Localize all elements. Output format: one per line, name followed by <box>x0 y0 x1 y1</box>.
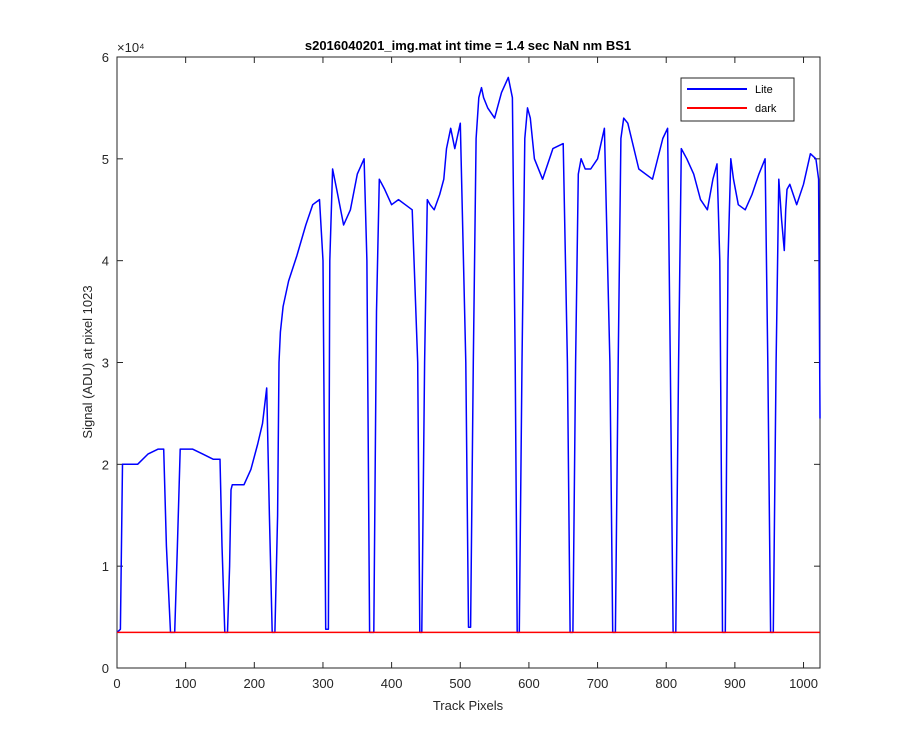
chart-title: s2016040201_img.mat int time = 1.4 sec N… <box>305 38 631 53</box>
y-tick-label: 1 <box>102 559 109 574</box>
legend-label-dark: dark <box>755 103 777 115</box>
ticks-layer: 0 100 200 300 400 500 600 700 800 900 1000 0 1 2 3 4 5 6 <box>102 50 820 691</box>
x-tick-label: 600 <box>518 676 540 691</box>
legend: Lite dark <box>680 77 795 122</box>
x-tick-label: 200 <box>243 676 265 691</box>
x-tick-label: 1000 <box>789 676 818 691</box>
y-tick-label: 4 <box>102 254 109 269</box>
x-tick-label: 100 <box>175 676 197 691</box>
x-tick-label: 300 <box>312 676 334 691</box>
series-line-lite <box>116 76 821 634</box>
y-tick-label: 5 <box>102 152 109 167</box>
x-tick-label: 0 <box>113 676 120 691</box>
x-tick-label: 800 <box>655 676 677 691</box>
y-axis-label: Signal (ADU) at pixel 1023 <box>80 285 95 438</box>
x-tick-label: 900 <box>724 676 746 691</box>
legend-box <box>680 77 795 122</box>
series-layer <box>116 76 821 634</box>
y-tick-label: 3 <box>102 356 109 371</box>
x-tick-label: 500 <box>449 676 471 691</box>
y-tick-label: 0 <box>102 661 109 676</box>
x-tick-label: 400 <box>381 676 403 691</box>
y-exponent-label: ×10⁴ <box>117 40 145 55</box>
y-tick-label: 6 <box>102 50 109 65</box>
x-tick-label: 700 <box>587 676 609 691</box>
x-axis-label: Track Pixels <box>433 698 504 713</box>
legend-label-lite: Lite <box>755 84 773 96</box>
y-tick-label: 2 <box>102 457 109 472</box>
